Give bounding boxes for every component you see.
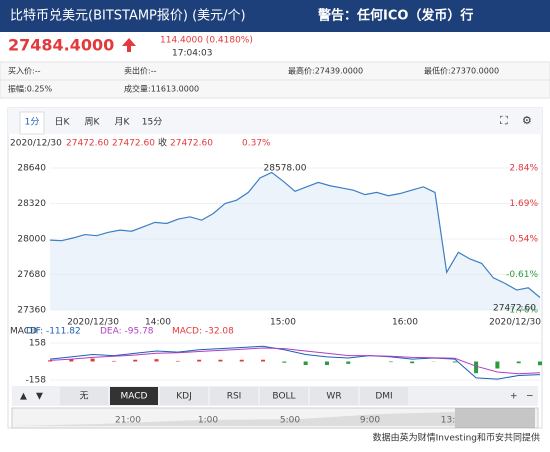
annotation: 28578.00 xyxy=(264,164,307,174)
footer: 数据由英为财情Investing和币安共同提供 xyxy=(373,432,540,444)
info-cell: 最高价:27439.0000 xyxy=(288,66,363,76)
macd-bar xyxy=(410,362,414,364)
macd-legend: MACD: -32.08 xyxy=(172,327,234,337)
macd-bar xyxy=(389,362,393,363)
header-warning: 警告：任何ICO（发币）行 xyxy=(318,8,473,24)
indicator-tab[interactable]: MACD xyxy=(121,392,148,402)
macd-bar xyxy=(155,359,159,361)
macd-bar xyxy=(133,360,137,362)
y2-tick-label: 0.54% xyxy=(509,235,538,245)
x-tick-label: 16:00 xyxy=(392,318,418,328)
y-tick-label: 28640 xyxy=(17,164,46,174)
indicator-tab[interactable]: BOLL xyxy=(272,392,295,402)
status-item: 27472.60 xyxy=(66,139,109,149)
change: 114.4000 (0.4180%) xyxy=(160,36,253,46)
tab[interactable]: 周K xyxy=(85,117,101,128)
indicator-tab[interactable]: DMI xyxy=(375,392,392,402)
tab[interactable]: 月K xyxy=(115,117,131,128)
info-cell: 最低价:27370.0000 xyxy=(424,66,499,76)
y-tick-label: 27360 xyxy=(17,306,46,316)
navigator-label: 9:00 xyxy=(360,416,380,426)
macd-bar xyxy=(495,362,499,369)
info-cell: 卖出价:-- xyxy=(124,66,157,76)
zoom-in[interactable]: + xyxy=(510,392,518,402)
y-tick-label: -158 xyxy=(26,376,47,386)
tab[interactable]: 日K xyxy=(55,117,71,128)
navigator-label: 5:00 xyxy=(280,416,300,426)
up-arrow xyxy=(122,38,136,52)
macd-bar xyxy=(261,360,265,362)
indicator-tab[interactable]: WR xyxy=(326,392,341,402)
macd-bar xyxy=(304,362,308,366)
macd-legend: DEA: -95.78 xyxy=(100,327,154,337)
icon-settings[interactable]: ⚙ xyxy=(522,114,532,127)
annotation: 27472.60 xyxy=(493,304,536,314)
navigator-label: 1:00 xyxy=(198,416,218,426)
x-tick-label: 15:00 xyxy=(270,318,296,328)
macd-bar xyxy=(282,362,286,363)
status-item: 0.37% xyxy=(242,139,271,149)
status-item: 收 xyxy=(158,137,167,149)
macd-bar xyxy=(538,362,542,366)
zoom-out[interactable]: − xyxy=(526,392,534,402)
macd-legend: DIF: -111.82 xyxy=(26,327,81,337)
arrow-up[interactable]: ▲ xyxy=(20,392,27,402)
header-title: 比特币兑美元(BITSTAMP报价) (美元/个) xyxy=(10,9,246,24)
macd-bar xyxy=(91,359,95,362)
status-item: 27472.60 xyxy=(170,139,213,149)
y2-tick-label: 1.69% xyxy=(509,199,538,209)
indicator-tab[interactable]: 无 xyxy=(79,391,88,402)
macd-bar xyxy=(176,361,180,362)
macd-bar xyxy=(112,361,116,362)
macd-bar xyxy=(453,362,457,363)
y2-tick-label: 2.84% xyxy=(509,164,538,174)
macd-bar xyxy=(325,362,329,366)
indicator-tab[interactable]: RSI xyxy=(227,392,242,402)
macd-bar xyxy=(474,362,478,374)
navigator-label: 21:00 xyxy=(115,416,141,426)
y2-tick-label: -0.61% xyxy=(506,270,538,280)
y-tick-label: 28320 xyxy=(17,199,46,209)
price: 27484.4000 xyxy=(8,36,114,55)
navigator-window xyxy=(455,408,535,428)
y-tick-label: 27680 xyxy=(17,270,46,280)
macd-bar xyxy=(346,362,350,364)
navigator-label: 13: xyxy=(441,416,455,426)
time: 17:04:03 xyxy=(172,49,212,59)
info-cell: 成交量:11613.0000 xyxy=(124,84,199,94)
tab[interactable]: 1分 xyxy=(25,117,40,128)
tab[interactable]: 15分 xyxy=(142,117,162,128)
y-tick-label: 28000 xyxy=(17,235,46,245)
y-tick-label: 158 xyxy=(29,339,46,349)
icon-expand[interactable]: ⛶ xyxy=(500,114,508,127)
status-item: 27472.60 xyxy=(112,139,155,149)
macd-bar xyxy=(197,360,201,362)
info-cell: 振幅:0.25% xyxy=(8,84,53,94)
macd-bar xyxy=(218,360,222,362)
macd-bar xyxy=(240,360,244,362)
x-tick-label: 2020/12/30 xyxy=(489,318,541,328)
indicator-tab[interactable]: KDJ xyxy=(176,392,192,402)
status-item: 2020/12/30 xyxy=(10,139,62,149)
info-cell: 买入价:-- xyxy=(8,67,41,76)
macd-bar xyxy=(517,362,521,364)
arrow-down[interactable]: ▼ xyxy=(36,392,43,402)
